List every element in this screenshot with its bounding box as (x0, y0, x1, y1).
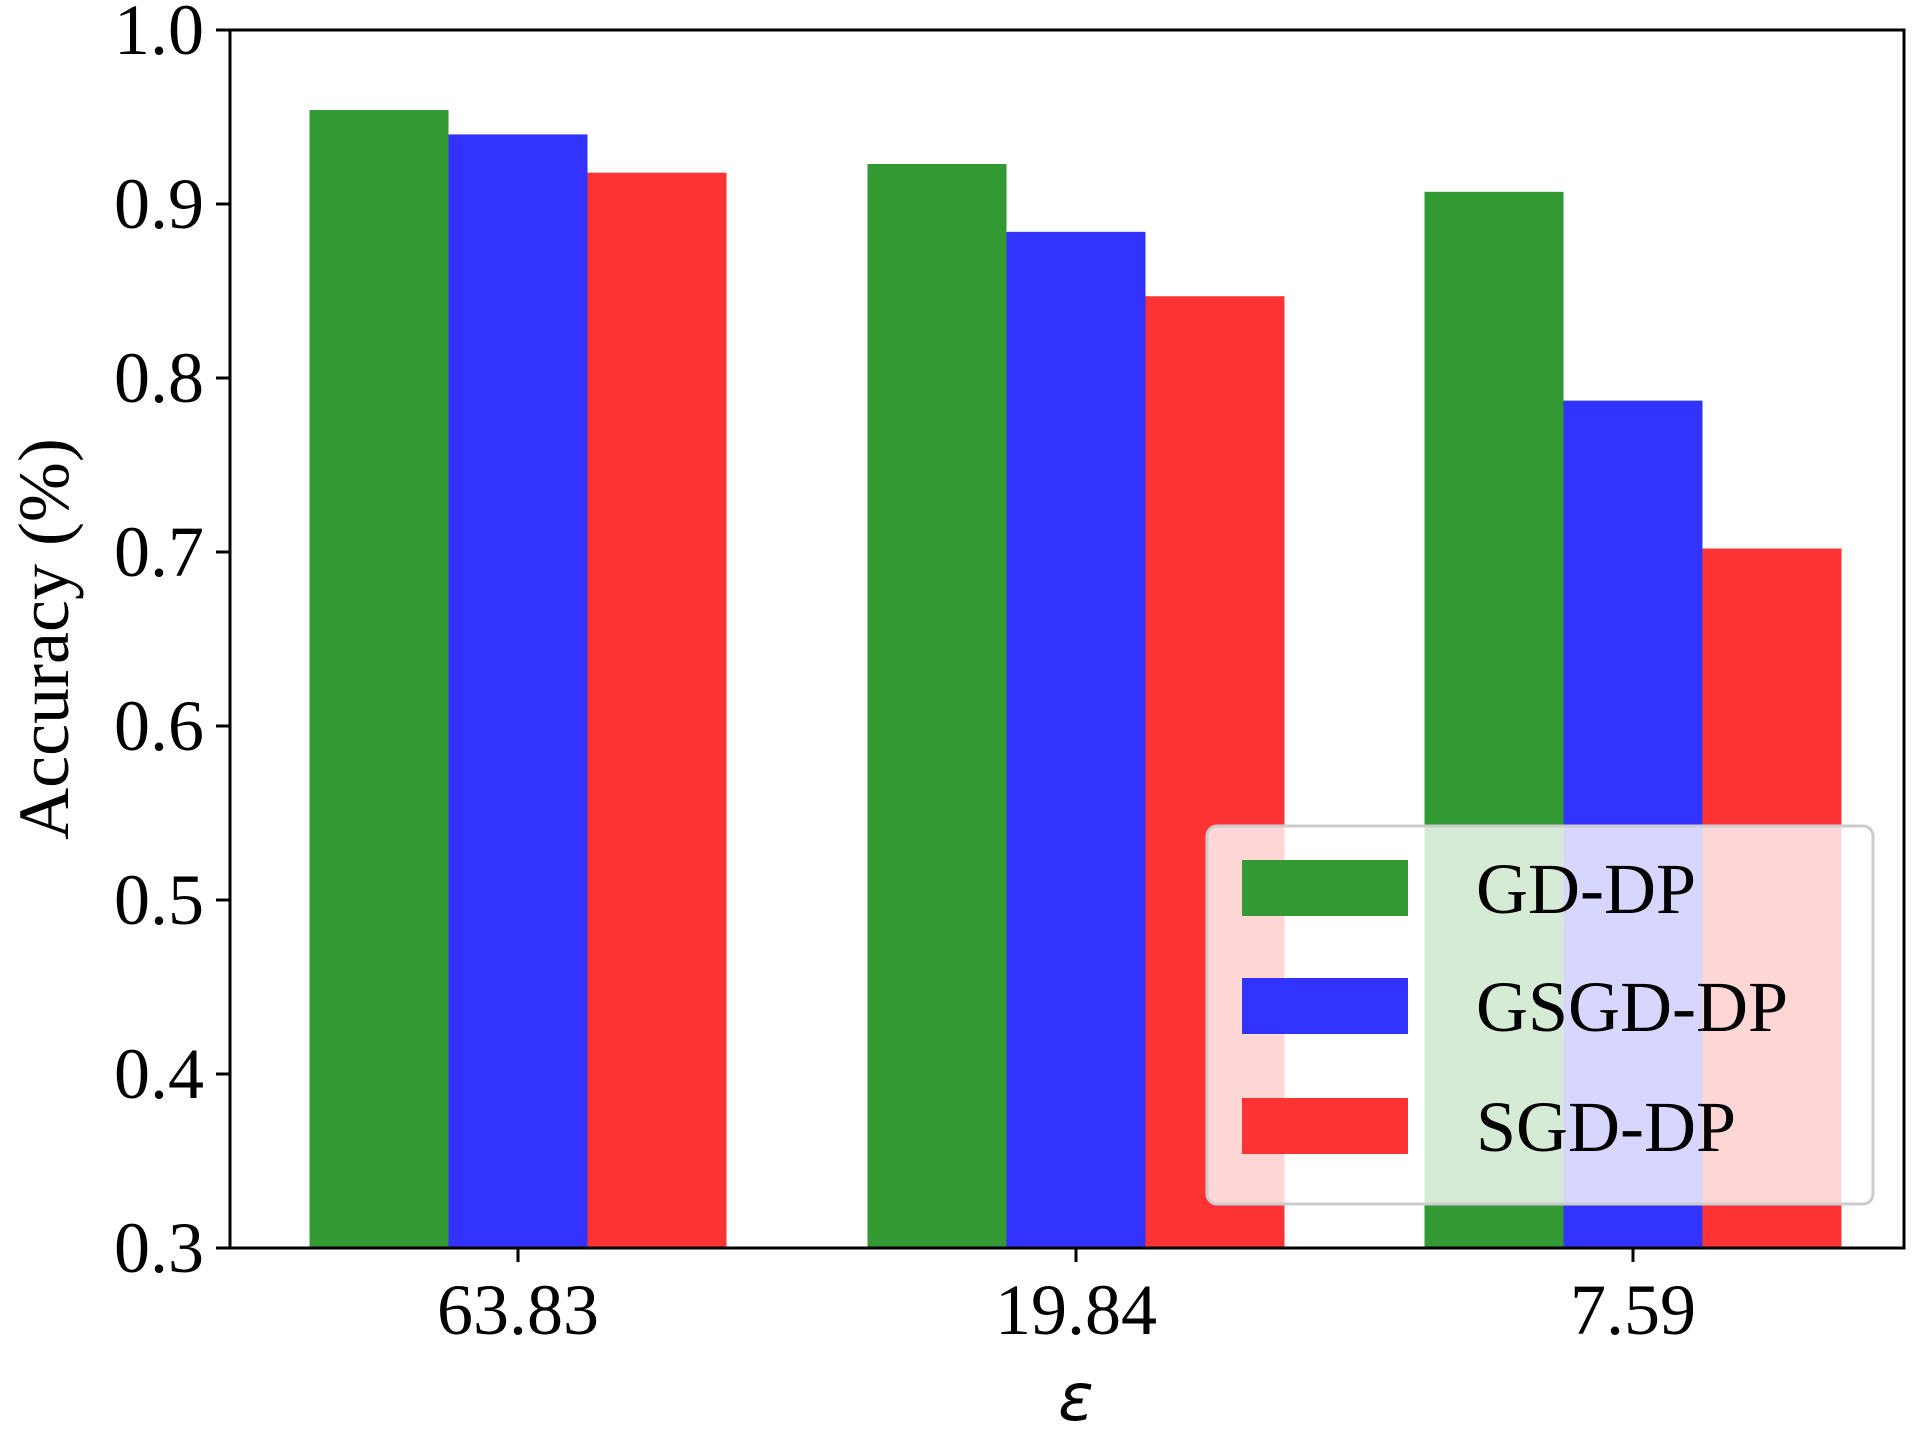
bar-gsgd-dp-19_84 (1006, 231, 1146, 1249)
x-tick-label: 19.84 (995, 1270, 1157, 1350)
x-axis-label: ε (1058, 1359, 1094, 1436)
x-axis: 63.83 19.84 7.59 (437, 1248, 1696, 1350)
legend-label-gd-dp: GD-DP (1476, 849, 1696, 929)
y-axis: 0.3 0.4 0.5 0.6 0.7 0.8 0.9 1.0 (114, 0, 230, 1288)
legend-label-sgd-dp: SGD-DP (1476, 1087, 1736, 1167)
legend: GD-DP GSGD-DP SGD-DP (1205, 824, 1875, 1206)
x-tick-label: 63.83 (437, 1270, 599, 1350)
bar-sgd-dp-63_83 (587, 172, 727, 1249)
legend-swatch-gd-dp (1242, 860, 1408, 916)
y-tick-label: 0.4 (114, 1034, 204, 1114)
plot-frame (228, 28, 1906, 1250)
y-tick-label: 0.3 (114, 1208, 204, 1288)
y-tick-label: 0.7 (114, 512, 204, 592)
legend-label-gsgd-dp: GSGD-DP (1476, 967, 1788, 1047)
x-tick-label: 7.59 (1570, 1270, 1696, 1350)
y-axis-label: Accuracy (%) (4, 438, 84, 840)
bar-gsgd-dp-63_83 (448, 134, 588, 1248)
legend-swatch-gsgd-dp (1242, 978, 1408, 1034)
legend-swatch-sgd-dp (1242, 1098, 1408, 1154)
y-tick-label: 0.6 (114, 686, 204, 766)
y-tick-label: 0.5 (114, 860, 204, 940)
bar-gd-dp-63_83 (309, 110, 449, 1248)
y-tick-label: 1.0 (114, 0, 204, 70)
bar-gd-dp-19_84 (867, 163, 1007, 1249)
y-tick-label: 0.8 (114, 338, 204, 418)
y-tick-label: 0.9 (114, 164, 204, 244)
